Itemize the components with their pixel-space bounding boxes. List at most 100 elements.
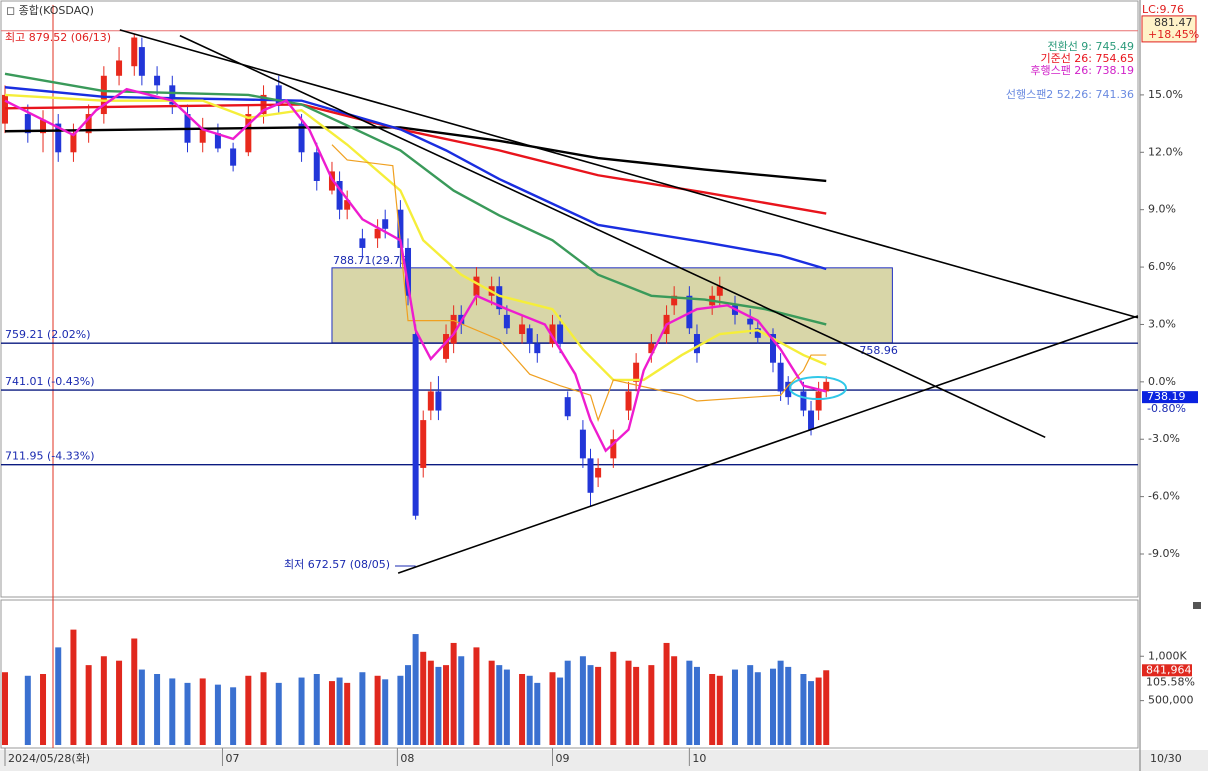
candle-body <box>443 334 450 359</box>
volume-bar <box>260 672 267 745</box>
volume-bar <box>154 674 161 745</box>
price-frame <box>0 0 1139 598</box>
volume-bar <box>519 674 526 745</box>
x-tick-label: 2024/05/28(화) <box>8 752 90 765</box>
candle-body <box>131 37 138 67</box>
volume-bar <box>55 647 62 745</box>
candle-body <box>503 314 510 329</box>
volume-bar <box>336 677 343 745</box>
y-tick-label: 0.0% <box>1148 375 1176 388</box>
y-tick-label: 3.0% <box>1148 317 1176 330</box>
price-marker-box <box>1142 391 1198 404</box>
ma-line <box>4 87 827 453</box>
volume-bar <box>443 665 450 745</box>
volume-bar <box>24 675 31 745</box>
volume-bar <box>557 677 564 745</box>
legend-entry: 기준선 26: 754.65 <box>1040 52 1134 65</box>
volume-bar <box>503 669 510 745</box>
x-tick-label: 07 <box>225 752 239 765</box>
volume-bar <box>633 666 640 745</box>
x-tick-label: 08 <box>400 752 414 765</box>
x-tick-label: 09 <box>555 752 569 765</box>
volume-bar <box>450 642 457 745</box>
candle-body <box>40 119 47 134</box>
candle-body <box>587 458 594 493</box>
candle-body <box>359 238 366 248</box>
volume-bar <box>214 684 221 745</box>
zone-end-label: 758.96 <box>859 344 898 357</box>
volume-bar <box>199 678 206 745</box>
candle-body <box>534 343 541 354</box>
candle-body <box>564 397 571 417</box>
candle-body <box>671 295 678 306</box>
level-label: 741.01 (-0.43%) <box>5 375 94 388</box>
volume-bar <box>693 666 700 745</box>
top-marker-price: 881.47 <box>1154 16 1193 29</box>
candle-body <box>785 381 792 398</box>
y-tick-label: 9.0% <box>1148 203 1176 216</box>
candle-body <box>412 334 419 516</box>
candle-body <box>397 209 404 248</box>
x-tick-label: 10 <box>692 752 706 765</box>
candle-body <box>770 334 777 363</box>
volume-bar <box>663 642 670 745</box>
volume-bar <box>298 677 305 745</box>
trendline <box>179 34 1046 439</box>
legend-entry: 후행스팬 26: 738.19 <box>1030 64 1134 77</box>
candle-body <box>427 391 434 411</box>
candle-body <box>633 362 640 382</box>
volume-bar <box>785 666 792 745</box>
volume-bar <box>405 665 412 745</box>
candle-body <box>435 391 442 411</box>
candle-body <box>138 47 145 76</box>
candle-body <box>85 114 92 134</box>
volume-bar <box>808 681 815 745</box>
top-marker-label: +18.45% <box>1148 28 1199 41</box>
volume-marker-ratio: 105.58% <box>1146 675 1195 688</box>
volume-bar <box>709 674 716 745</box>
volume-bar <box>458 656 465 745</box>
volume-bar <box>427 660 434 745</box>
candle-body <box>648 343 655 354</box>
candle-body <box>450 314 457 344</box>
lc-label: LC:9.76 <box>1142 3 1184 16</box>
volume-bar <box>85 665 92 745</box>
price-marker-price: 738.19 <box>1147 390 1186 403</box>
volume-bar <box>230 687 237 745</box>
candle-body <box>557 324 564 344</box>
volume-bar <box>610 651 617 745</box>
volume-bar <box>625 660 632 745</box>
candle-body <box>405 247 412 296</box>
ma-line <box>4 93 827 382</box>
volume-bar <box>328 681 335 745</box>
volume-bar <box>275 682 282 745</box>
volume-bar <box>116 660 123 745</box>
volume-tick-label: 500,000 <box>1148 694 1194 707</box>
top-marker-box <box>1141 15 1197 43</box>
candle-body <box>815 391 822 411</box>
candle-body <box>100 75 107 115</box>
candle-body <box>154 75 161 86</box>
candle-body <box>549 324 556 344</box>
candle-body <box>70 133 77 153</box>
candle-body <box>55 123 62 153</box>
volume-bar <box>823 670 830 745</box>
candle-body <box>199 129 206 143</box>
volume-bar <box>747 665 754 745</box>
candle-body <box>625 391 632 411</box>
volume-bar <box>488 660 495 745</box>
volume-bar <box>169 678 176 745</box>
zone-label: 788.71(29.75) <box>333 254 412 267</box>
candle-body <box>298 123 305 153</box>
volume-bar <box>313 674 320 745</box>
candle-body <box>693 334 700 354</box>
volume-tick-label: 1,000K <box>1148 649 1187 662</box>
panel-button[interactable] <box>1193 602 1201 609</box>
volume-bar <box>671 656 678 745</box>
volume-bar <box>595 666 602 745</box>
volume-bar <box>731 669 738 745</box>
candle-body <box>245 114 252 153</box>
volume-bar <box>473 647 480 745</box>
candle-body <box>24 114 31 134</box>
volume-bar <box>344 682 351 745</box>
